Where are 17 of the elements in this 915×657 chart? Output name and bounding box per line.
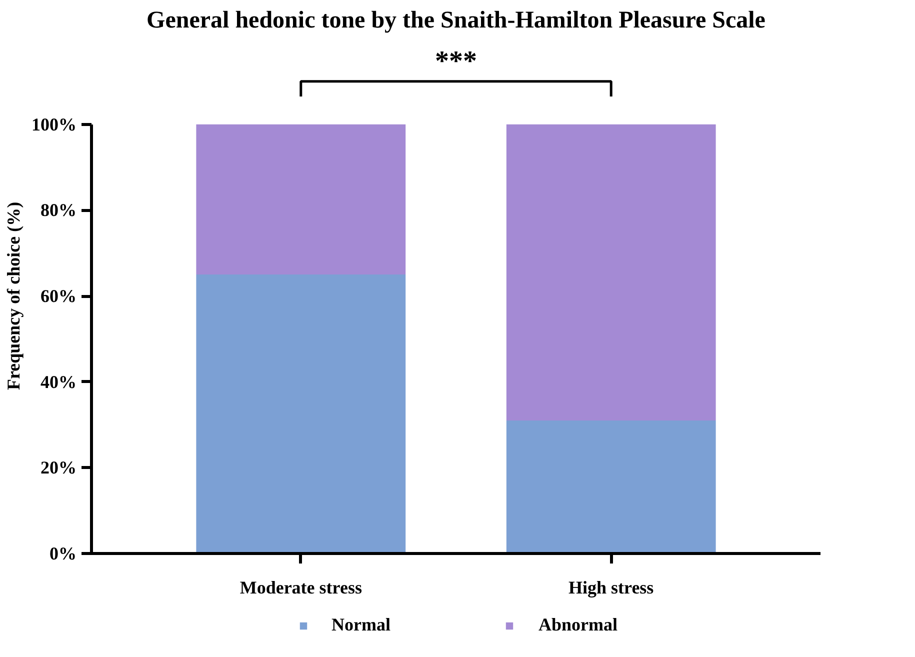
bar	[196, 274, 406, 554]
bar	[196, 124, 406, 275]
text: ***	[435, 46, 477, 78]
legend-label: Normal	[332, 614, 390, 636]
x-tick-label: High stress	[568, 578, 654, 598]
y-tick-label: 60%	[40, 286, 76, 306]
y-tick-label: 0%	[50, 544, 76, 564]
y-tick-label: 80%	[40, 200, 76, 220]
y-tick-label: 20%	[40, 458, 76, 478]
y-axis-title: Frequency of choice (%)	[4, 202, 24, 390]
bar	[506, 124, 716, 420]
x-tick-label: Moderate stress	[240, 578, 362, 598]
y-tick-label: 100%	[32, 114, 76, 134]
y-tick-label: 40%	[40, 372, 76, 392]
legend-label: Abnormal	[538, 614, 618, 636]
chart-title: General hedonic tone by the Snaith-Hamilton Pleasure Scale	[146, 8, 766, 34]
bar	[506, 420, 716, 554]
